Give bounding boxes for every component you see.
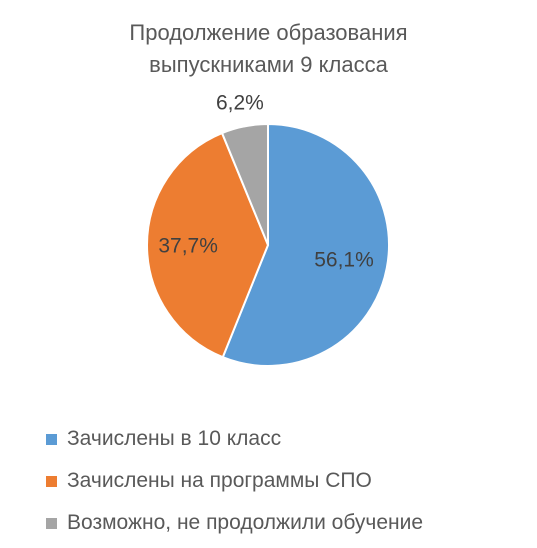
data-label-enrolled-spo: 37,7% — [158, 234, 218, 257]
legend-swatch — [46, 475, 57, 487]
legend-label: Возможно, не продолжили обучение — [67, 511, 424, 534]
legend-item-not-continued: Возможно, не продолжили обучение — [46, 502, 423, 544]
chart-title-line-1: Продолжение образования — [129, 20, 408, 45]
data-label-enrolled-10th-grade: 56,1% — [314, 249, 374, 272]
legend-swatch — [46, 517, 57, 529]
legend-swatch — [46, 433, 57, 445]
pie-slice-not-continued — [220, 122, 269, 246]
legend: Зачислены в 10 класс Зачислены на програ… — [46, 418, 423, 544]
legend-label: Зачислены в 10 класс — [67, 427, 282, 450]
chart-title-line-2: выпускниками 9 класса — [149, 52, 388, 77]
pie-slice-enrolled-spo — [146, 131, 270, 359]
legend-label: Зачислены на программы СПО — [67, 469, 372, 492]
pie-chart: 56,1% 37,7% 6,2% — [146, 92, 390, 367]
pie-data-labels: 56,1% 37,7% 6,2% — [158, 92, 373, 272]
legend-item-enrolled-10th-grade: Зачислены в 10 класс — [46, 418, 423, 460]
data-label-not-continued: 6,2% — [216, 92, 264, 115]
pie-slice-enrolled-10th-grade — [221, 122, 390, 367]
pie-slices — [146, 122, 390, 367]
legend-item-enrolled-spo: Зачислены на программы СПО — [46, 460, 423, 502]
